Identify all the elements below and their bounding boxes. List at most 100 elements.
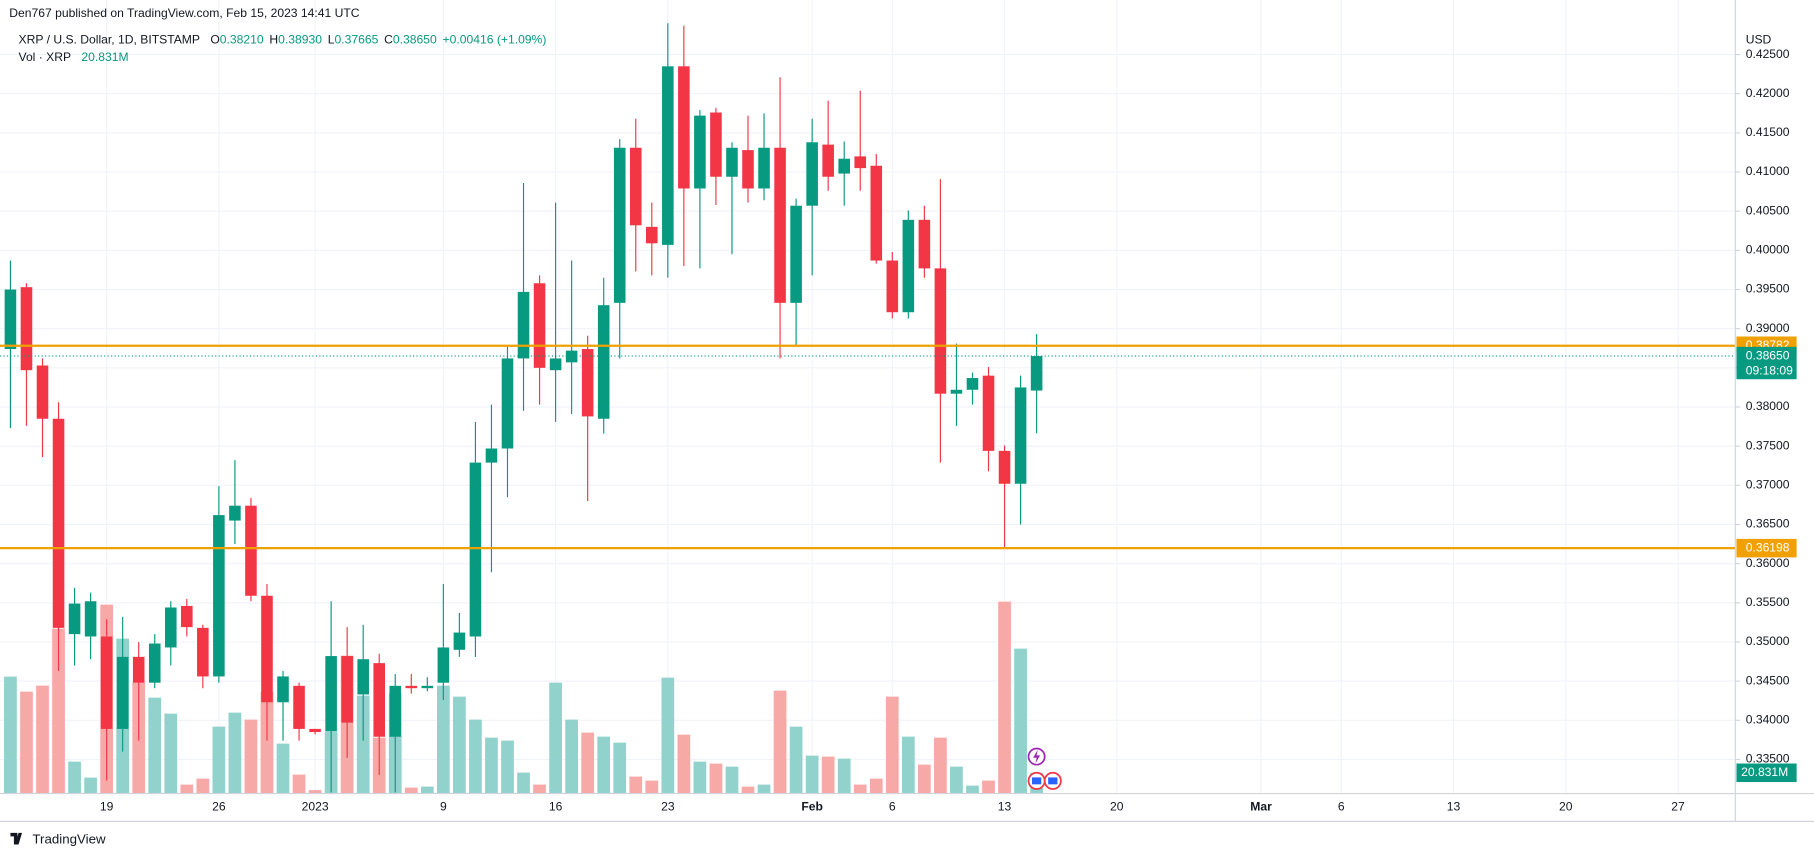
volume-value: 20.831M (81, 50, 128, 64)
candle-body (389, 685, 402, 737)
y-tick-label: 0.35500 (1746, 595, 1790, 609)
candle-body (453, 632, 466, 650)
volume-bar (453, 696, 466, 794)
candle-body (293, 685, 305, 729)
candle-body (68, 603, 81, 635)
volume-bar (196, 778, 210, 794)
volume-bar (404, 787, 418, 794)
volume-bar (420, 786, 434, 794)
legend-value: 0.38650 (393, 33, 437, 47)
candle-body (774, 147, 786, 303)
y-tick-label: 0.37500 (1746, 438, 1790, 452)
level-tag-label: 0.36198 (1746, 540, 1790, 554)
candle-body (197, 627, 209, 677)
x-tick-label: 23 (661, 800, 675, 814)
y-tick-label: 0.42500 (1746, 47, 1790, 61)
y-tick-label: 0.40000 (1746, 243, 1790, 257)
y-tick-label: 0.36000 (1746, 556, 1790, 570)
volume-bar (613, 742, 627, 794)
candle-pane (4, 23, 1043, 793)
volume-bar (52, 628, 65, 794)
candle-body (790, 205, 802, 303)
volume-tag-label: 20.831M (1741, 765, 1788, 779)
candle-body (100, 636, 113, 729)
volume-bar (212, 726, 226, 794)
x-tick-label: 13 (1447, 800, 1461, 814)
candle-body (309, 728, 321, 733)
volume-bar (148, 697, 162, 794)
legend-value: 0.38210 (220, 33, 264, 47)
volume-bar (885, 696, 899, 794)
candle-body (1014, 387, 1027, 484)
volume-bar (869, 778, 883, 794)
volume-bar (260, 691, 274, 794)
volume-bar (950, 766, 963, 794)
candle-body (613, 147, 626, 303)
volume-bar (436, 685, 450, 794)
symbol: XRP / U.S. Dollar, 1D, BITSTAMP (19, 33, 200, 47)
candle-body (181, 605, 193, 628)
y-tick-label: 0.41500 (1746, 125, 1790, 139)
candle-body (597, 305, 610, 419)
y-tick-label: 0.37000 (1746, 478, 1790, 492)
event-icon-bolt (1033, 749, 1041, 764)
volume-bar (773, 690, 787, 794)
overlay (0, 344, 1736, 790)
candle-body (854, 156, 867, 169)
volume-bar (84, 777, 97, 794)
candle-body (421, 685, 434, 689)
candle-body (966, 378, 979, 390)
brand: TradingView (32, 831, 106, 846)
candle-body (950, 389, 963, 394)
flag-icon-stripes (1031, 777, 1042, 785)
legend-value: 0.38930 (278, 33, 322, 47)
volume-bar (485, 737, 498, 794)
candle-body (213, 515, 225, 677)
candle-body (357, 659, 369, 695)
volume-bar (837, 758, 851, 794)
volume-bar (1014, 648, 1027, 794)
currency-label: USD (1746, 33, 1772, 47)
legend-key: C (384, 33, 393, 47)
x-tick-label: 26 (212, 800, 226, 814)
volume-bar (645, 780, 659, 794)
x-tick-label: 2023 (302, 800, 329, 814)
flag-icon-stripes (1048, 777, 1058, 785)
candle-body (405, 685, 418, 689)
y-tick-label: 0.39000 (1746, 321, 1790, 335)
volume-bar (934, 737, 947, 794)
candle-body (982, 375, 995, 451)
volume-bar (757, 784, 771, 794)
volume-bar (533, 784, 546, 794)
x-tick-label: 16 (549, 800, 563, 814)
candle-body (870, 165, 883, 261)
volume-bar (918, 764, 931, 794)
x-tick-label: 6 (1338, 800, 1345, 814)
x-tick-label: 6 (889, 800, 896, 814)
candle-body (501, 358, 514, 449)
volume-bar (517, 772, 530, 794)
candle-body (662, 66, 674, 245)
candle-body (806, 142, 818, 206)
candle-body (629, 147, 642, 226)
candle-body (132, 656, 145, 683)
candle-body (710, 112, 722, 177)
x-tick-label: Feb (801, 800, 823, 814)
candle-body (902, 219, 915, 313)
candle-body (164, 607, 177, 648)
y-tick-label: 0.38000 (1746, 399, 1790, 413)
volume-bar (821, 756, 835, 794)
volume-bar (36, 685, 49, 794)
candle-body (758, 147, 770, 189)
candle-body (549, 358, 562, 371)
volume-bar (308, 790, 322, 794)
volume-bar (901, 736, 915, 794)
volume-bar (20, 691, 33, 794)
legend-key: L (328, 33, 335, 47)
volume-bar (853, 784, 867, 794)
candle-body (742, 150, 754, 189)
candle-body (517, 291, 530, 359)
candle-body (1030, 356, 1043, 391)
candle-body (52, 418, 65, 628)
